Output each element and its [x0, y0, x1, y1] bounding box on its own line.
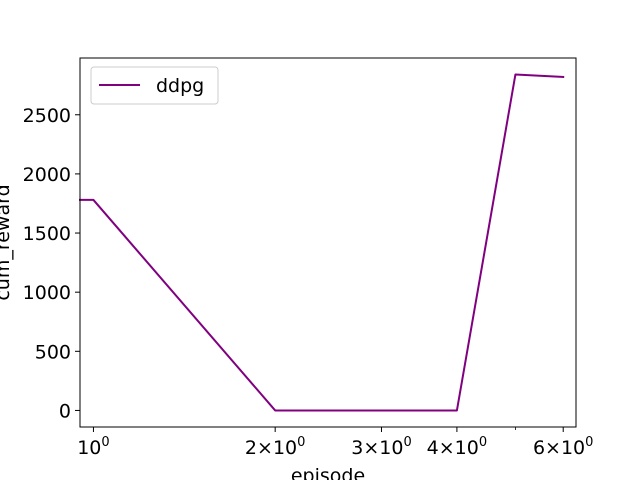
y-tick-label: 1500: [23, 223, 71, 245]
x-tick-base: 10: [561, 437, 585, 459]
x-tick-label: 100: [77, 435, 109, 459]
x-tick-base: 10: [455, 437, 479, 459]
x-tick-coef: 3×: [351, 437, 379, 459]
legend-box: [90, 66, 219, 105]
x-tick-coef: 6×: [533, 437, 561, 459]
x-tick-base: 10: [77, 437, 101, 459]
y-tick-label: 2500: [23, 105, 71, 127]
x-tick-base: 10: [273, 437, 297, 459]
axes-frame: [79, 57, 577, 428]
legend-label: ddpg: [156, 75, 204, 97]
x-tick-base: 10: [379, 437, 403, 459]
y-tick-label: 500: [35, 341, 71, 363]
x-tick-exp: 0: [585, 435, 593, 450]
x-tick-exp: 0: [479, 435, 487, 450]
x-tick-exp: 0: [297, 435, 305, 450]
x-tick-coef: 2×: [245, 437, 273, 459]
x-tick-label: 4×100: [427, 435, 487, 459]
series-layer: [79, 73, 565, 412]
x-tick-label: 6×100: [533, 435, 593, 459]
x-tick-label: 3×100: [351, 435, 411, 459]
y-axis-ticks: 0 500 1000 1500 2000 2500: [23, 105, 80, 422]
x-tick-label: 2×100: [245, 435, 305, 459]
y-tick-label: 0: [59, 400, 71, 422]
x-tick-exp: 0: [403, 435, 411, 450]
legend: ddpg: [90, 66, 219, 105]
x-axis-label: episode: [291, 465, 365, 480]
series-line-ddpg: [79, 73, 565, 412]
x-axis-ticks: 100 2×100 3×100 4×100 6×100: [77, 427, 593, 459]
y-tick-label: 2000: [23, 164, 71, 186]
y-axis-label: cum_reward: [0, 184, 14, 300]
x-tick-coef: 4×: [427, 437, 455, 459]
x-tick-exp: 0: [101, 435, 109, 450]
y-tick-label: 1000: [23, 282, 71, 304]
